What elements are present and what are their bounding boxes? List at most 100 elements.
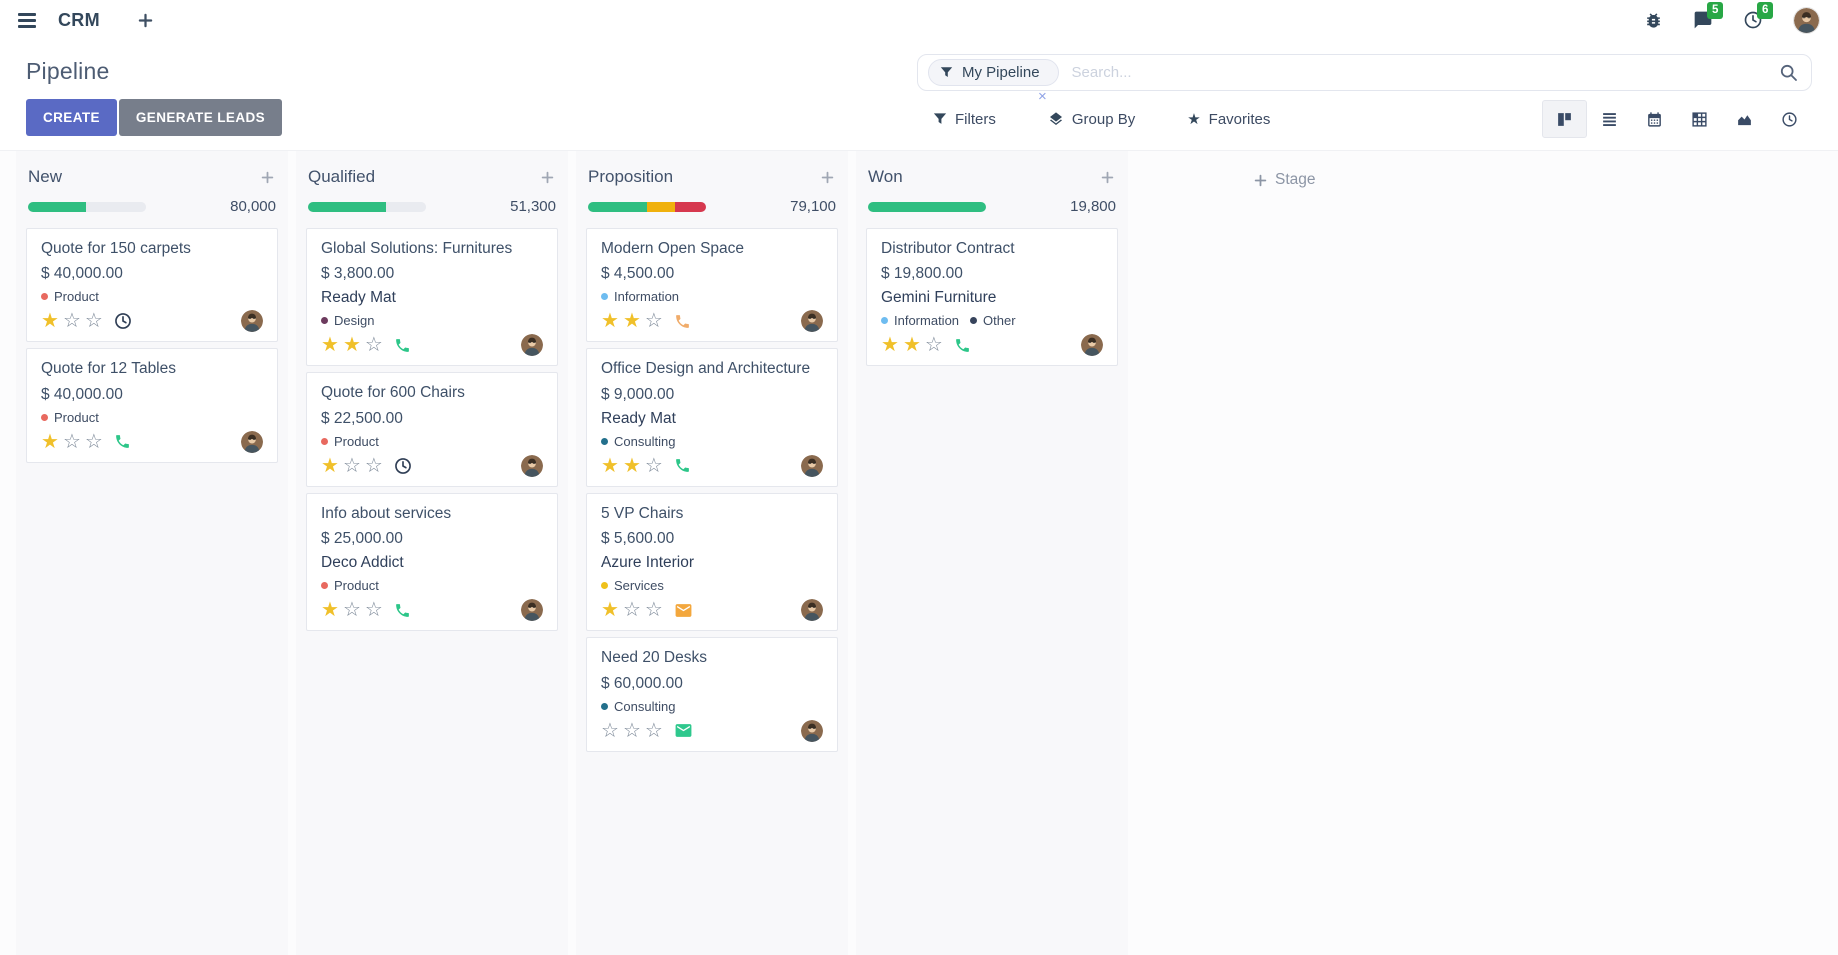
kanban-card[interactable]: Quote for 150 carpets $ 40,000.00 Produc… <box>26 228 278 343</box>
star-empty-icon[interactable]: ☆ <box>644 719 663 742</box>
progress-segment[interactable] <box>868 201 986 212</box>
card-tag[interactable]: Consulting <box>601 699 675 714</box>
star-filled-icon[interactable]: ★ <box>41 310 59 333</box>
phone-icon[interactable] <box>394 602 411 619</box>
star-filled-icon[interactable]: ★ <box>321 454 339 477</box>
clock-icon[interactable] <box>394 457 412 475</box>
quick-add-icon[interactable] <box>539 169 556 186</box>
view-calendar-button[interactable] <box>1632 100 1677 138</box>
kanban-card[interactable]: Quote for 12 Tables $ 40,000.00 Product … <box>26 348 278 463</box>
star-empty-icon[interactable]: ☆ <box>342 454 361 477</box>
star-empty-icon[interactable]: ☆ <box>84 310 103 333</box>
card-tag[interactable]: Information <box>881 313 959 328</box>
bug-icon[interactable] <box>1644 11 1663 30</box>
view-list-button[interactable] <box>1587 100 1632 138</box>
progress-segment[interactable] <box>28 201 86 212</box>
kanban-card[interactable]: 5 VP Chairs $ 5,600.00 Azure Interior Se… <box>586 492 838 632</box>
card-tag[interactable]: Services <box>601 578 664 593</box>
view-kanban-button[interactable] <box>1542 100 1587 138</box>
card-tag[interactable]: Product <box>41 289 99 304</box>
generate-leads-button[interactable]: GENERATE LEADS <box>118 99 283 136</box>
card-avatar[interactable] <box>241 430 263 453</box>
kanban-card[interactable]: Distributor Contract $ 19,800.00 Gemini … <box>866 228 1118 367</box>
phone-icon[interactable] <box>114 433 131 450</box>
favorites-menu[interactable]: ★ Favorites <box>1187 110 1270 129</box>
group-by-menu[interactable]: Group By <box>1048 110 1135 128</box>
star-empty-icon[interactable]: ☆ <box>364 334 383 357</box>
messages-icon[interactable]: 5 <box>1693 2 1724 30</box>
card-avatar[interactable] <box>801 599 823 622</box>
card-tag[interactable]: Product <box>321 434 379 449</box>
stage-progressbar[interactable] <box>868 201 986 212</box>
star-empty-icon[interactable]: ☆ <box>62 430 81 453</box>
quick-add-icon[interactable] <box>819 169 836 186</box>
progress-segment[interactable] <box>308 201 386 212</box>
star-filled-icon[interactable]: ★ <box>321 334 339 357</box>
search-icon[interactable] <box>1780 64 1798 82</box>
filters-menu[interactable]: Filters <box>933 110 996 128</box>
view-activity-button[interactable] <box>1767 100 1812 138</box>
stage-progressbar[interactable] <box>588 201 706 212</box>
star-empty-icon[interactable]: ☆ <box>342 599 361 622</box>
star-empty-icon[interactable]: ☆ <box>644 310 663 333</box>
star-empty-icon[interactable]: ☆ <box>622 719 641 742</box>
star-filled-icon[interactable]: ★ <box>902 334 921 357</box>
star-filled-icon[interactable]: ★ <box>601 310 619 333</box>
star-filled-icon[interactable]: ★ <box>41 430 59 453</box>
kanban-card[interactable]: Global Solutions: Furnitures $ 3,800.00 … <box>306 228 558 367</box>
create-button[interactable]: CREATE <box>26 99 117 136</box>
plus-icon[interactable] <box>138 13 153 28</box>
phone-icon[interactable] <box>674 457 691 474</box>
facet-remove-icon[interactable]: × <box>1038 88 1047 105</box>
star-empty-icon[interactable]: ☆ <box>644 599 663 622</box>
card-avatar[interactable] <box>241 310 263 333</box>
search-input[interactable] <box>1058 64 1771 81</box>
card-avatar[interactable] <box>801 719 823 742</box>
star-empty-icon[interactable]: ☆ <box>364 454 383 477</box>
apps-menu-icon[interactable] <box>18 12 36 28</box>
card-tag[interactable]: Consulting <box>601 434 675 449</box>
phone-icon[interactable] <box>954 337 971 354</box>
card-avatar[interactable] <box>521 599 543 622</box>
star-filled-icon[interactable]: ★ <box>881 334 899 357</box>
star-empty-icon[interactable]: ☆ <box>62 310 81 333</box>
card-avatar[interactable] <box>521 334 543 357</box>
phone-icon[interactable] <box>674 313 691 330</box>
activities-icon[interactable]: 6 <box>1743 2 1774 30</box>
card-tag[interactable]: Other <box>970 313 1016 328</box>
search-bar[interactable]: My Pipeline × <box>917 54 1812 105</box>
progress-segment[interactable] <box>647 201 676 212</box>
card-tag[interactable]: Product <box>41 410 99 425</box>
quick-add-icon[interactable] <box>259 169 276 186</box>
card-tag[interactable]: Design <box>321 313 374 328</box>
card-avatar[interactable] <box>521 454 543 477</box>
star-filled-icon[interactable]: ★ <box>601 599 619 622</box>
view-graph-button[interactable] <box>1722 100 1767 138</box>
card-tag[interactable]: Product <box>321 578 379 593</box>
star-filled-icon[interactable]: ★ <box>622 310 641 333</box>
star-filled-icon[interactable]: ★ <box>622 454 641 477</box>
card-avatar[interactable] <box>801 454 823 477</box>
app-name[interactable]: CRM <box>58 9 100 30</box>
clock-icon[interactable] <box>114 312 132 330</box>
phone-icon[interactable] <box>394 337 411 354</box>
star-empty-icon[interactable]: ☆ <box>364 599 383 622</box>
kanban-card[interactable]: Office Design and Architecture $ 9,000.0… <box>586 348 838 487</box>
quick-add-icon[interactable] <box>1099 169 1116 186</box>
star-empty-icon[interactable]: ☆ <box>601 719 619 742</box>
envelope-icon[interactable] <box>674 601 693 620</box>
stage-progressbar[interactable] <box>308 201 426 212</box>
progress-segment[interactable] <box>85 201 146 212</box>
kanban-card[interactable]: Info about services $ 25,000.00 Deco Add… <box>306 492 558 632</box>
star-filled-icon[interactable]: ★ <box>342 334 361 357</box>
star-empty-icon[interactable]: ☆ <box>622 599 641 622</box>
kanban-card[interactable]: Modern Open Space $ 4,500.00 Information… <box>586 228 838 343</box>
progress-segment[interactable] <box>588 201 647 212</box>
star-empty-icon[interactable]: ☆ <box>84 430 103 453</box>
view-pivot-button[interactable] <box>1677 100 1722 138</box>
stage-progressbar[interactable] <box>28 201 146 212</box>
progress-segment[interactable] <box>385 201 426 212</box>
user-avatar[interactable] <box>1793 6 1820 34</box>
star-filled-icon[interactable]: ★ <box>601 454 619 477</box>
add-stage-button[interactable]: Stage <box>1254 171 1316 189</box>
